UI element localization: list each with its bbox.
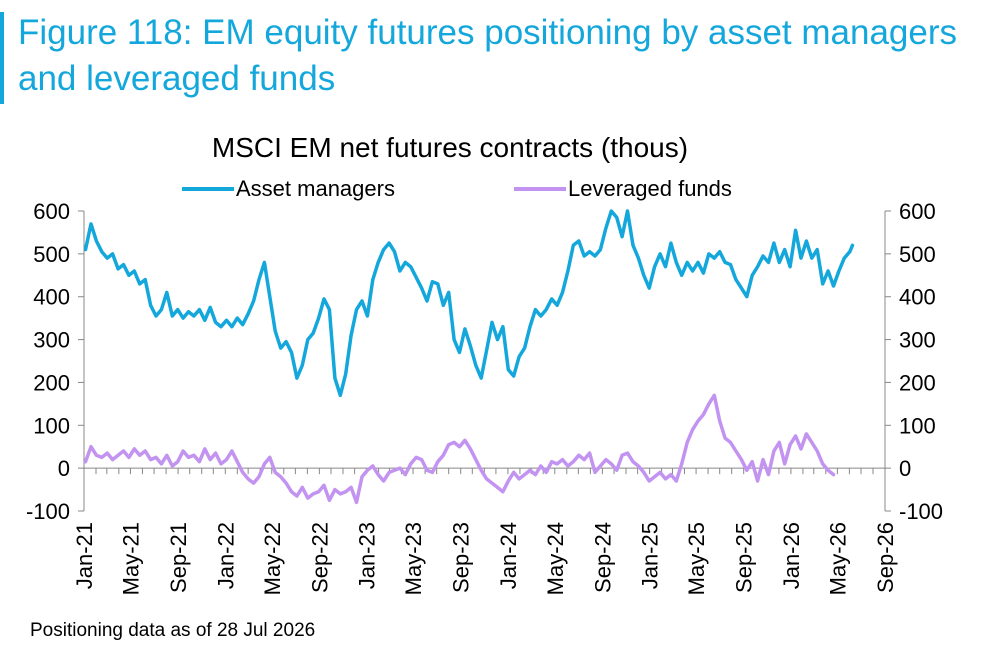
x-tick-label: Jan-22: [213, 522, 238, 589]
legend-item-asset-managers: Asset managers: [182, 176, 395, 202]
legend-swatch-leveraged-funds: [514, 187, 566, 191]
x-tick-label: Sep-21: [166, 522, 191, 593]
chart-title: MSCI EM net futures contracts (thous): [211, 132, 689, 163]
y-tick-label-left: 100: [33, 413, 70, 438]
y-tick-label-left: 500: [33, 242, 70, 267]
x-tick-label: Sep-23: [449, 522, 474, 593]
x-tick-label: Jan-25: [638, 522, 663, 589]
figure-title: Figure 118: EM equity futures positionin…: [18, 13, 958, 98]
y-tick-label-left: -100: [26, 499, 70, 524]
y-tick-label-right: 600: [899, 199, 936, 224]
y-tick-label-right: 0: [899, 456, 911, 481]
y-tick-label-right: 400: [899, 285, 936, 310]
x-tick-label: Sep-24: [590, 522, 615, 593]
y-tick-label-right: 100: [899, 413, 936, 438]
x-tick-label: May-22: [260, 522, 285, 595]
legend-item-leveraged-funds: Leveraged funds: [514, 176, 732, 202]
x-tick-label: Jan-26: [779, 522, 804, 589]
x-tick-label: Jan-21: [72, 522, 97, 589]
x-tick-label: Sep-25: [732, 522, 757, 593]
x-tick-label: Jan-23: [355, 522, 380, 589]
figure-accent-bar: [0, 12, 4, 104]
x-tick-label: May-21: [118, 522, 143, 595]
legend-label-asset-managers: Asset managers: [236, 176, 395, 201]
y-tick-label-left: 600: [33, 199, 70, 224]
x-tick-label: May-25: [684, 522, 709, 595]
chart-legend: Asset managers Leveraged funds: [0, 176, 1000, 206]
legend-swatch-asset-managers: [182, 187, 234, 191]
x-tick-label: Jan-24: [496, 522, 521, 589]
x-tick-label: May-24: [543, 522, 568, 595]
y-tick-label-left: 200: [33, 370, 70, 395]
y-tick-label-right: -100: [899, 499, 943, 524]
y-tick-label-left: 400: [33, 285, 70, 310]
series-line-leveraged-funds: [83, 393, 836, 505]
footnote: Positioning data as of 28 Jul 2026: [30, 620, 316, 641]
x-tick-label: Sep-22: [307, 522, 332, 593]
y-tick-label-right: 300: [899, 328, 936, 353]
y-tick-label-left: 0: [58, 456, 70, 481]
legend-label-leveraged-funds: Leveraged funds: [568, 176, 732, 201]
y-tick-label-right: 200: [899, 370, 936, 395]
x-tick-label: May-23: [401, 522, 426, 595]
y-tick-label-right: 500: [899, 242, 936, 267]
x-tick-label: Sep-26: [873, 522, 898, 593]
x-tick-label: May-26: [825, 522, 850, 595]
series-line-asset-managers: [83, 209, 855, 398]
y-tick-label-left: 300: [33, 328, 70, 353]
